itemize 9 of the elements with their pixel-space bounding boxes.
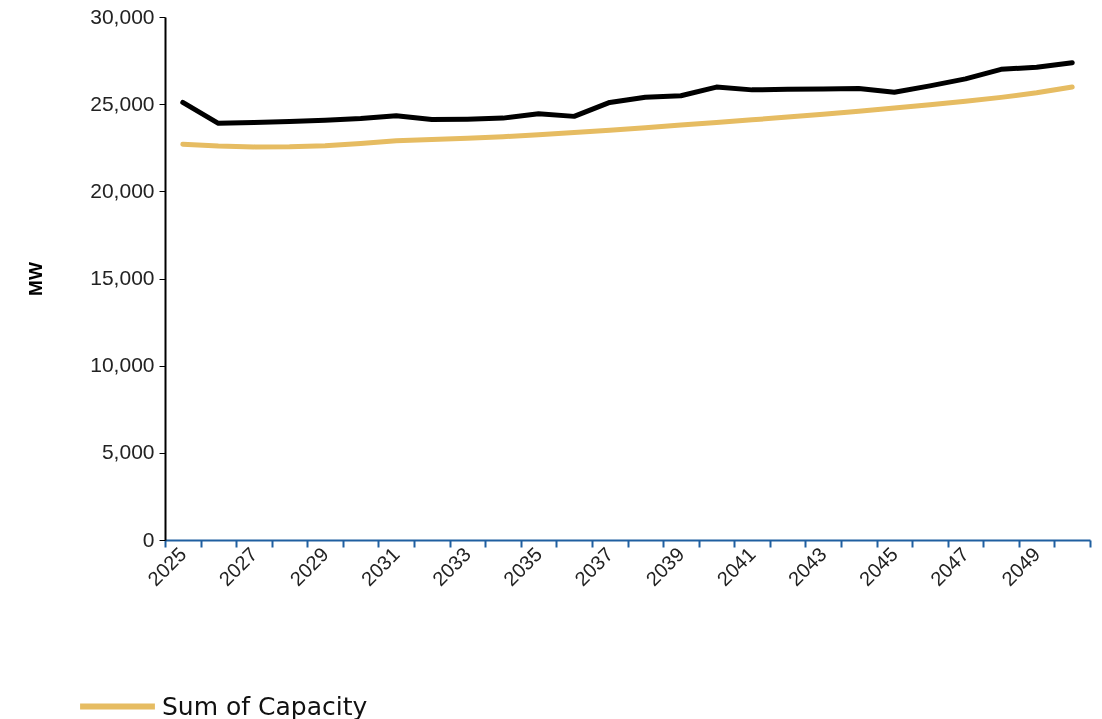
y-tick-label: 30,000 [90,4,155,28]
legend-label: Sum of Capacity [162,691,368,719]
y-tick-label: 5,000 [101,440,155,464]
y-tick-label: 20,000 [90,178,155,202]
y-tick-label: 15,000 [90,266,155,289]
y-tick-label: 0 [142,527,155,551]
y-tick-label: 10,000 [90,353,155,377]
y-tick-label: 25,000 [90,91,155,115]
y-axis-title: MW [25,262,47,296]
